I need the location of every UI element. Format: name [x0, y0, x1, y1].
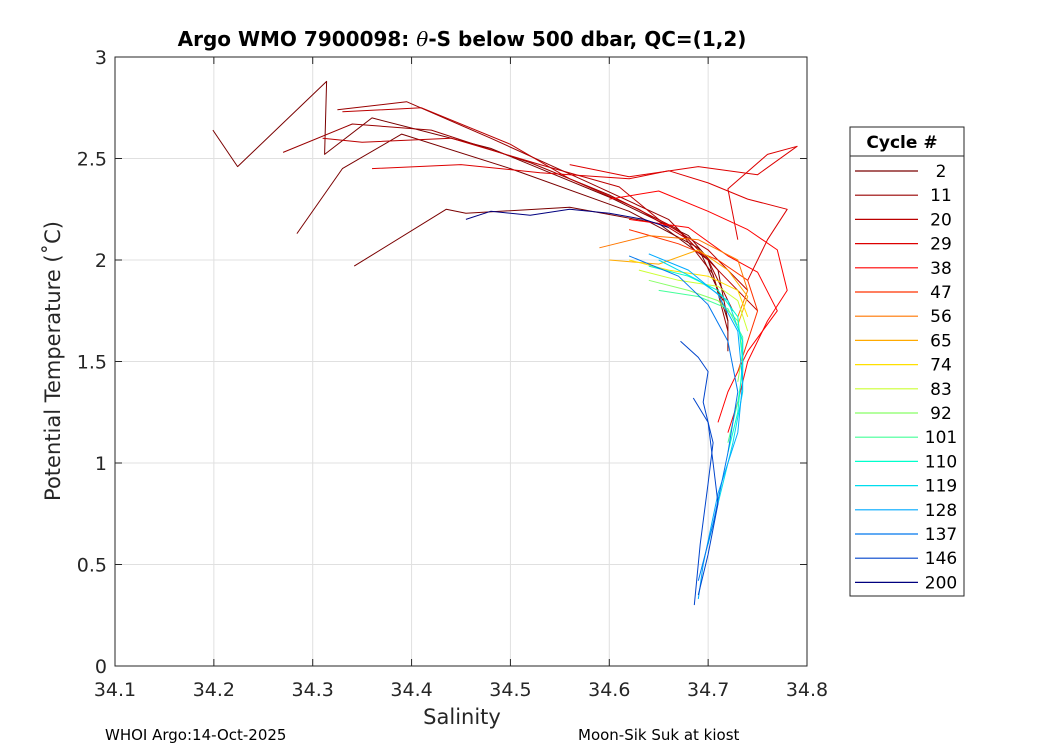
series-line-83	[638, 269, 749, 332]
legend-label: 65	[930, 331, 952, 351]
footer-left: WHOI Argo:14-Oct-2025	[105, 726, 286, 744]
footer-right: Moon-Sik Suk at kiost	[578, 726, 740, 744]
title-theta: θ	[416, 27, 428, 51]
y-tick-label: 0	[95, 656, 107, 678]
series-line-29b	[569, 145, 798, 240]
series-line-47	[628, 229, 759, 372]
axis-ticks	[114, 56, 808, 667]
x-tick-label: 34.8	[786, 679, 828, 701]
series-line-146b	[692, 397, 719, 596]
legend-entries: 2 11 20 29 38 47 56 65 74 83 92 101 110 119 128 137 146 2…	[855, 162, 957, 593]
x-tick-labels: 34.1 34.2 34.3 34.4 34.5 34.6 34.7 34.8	[94, 679, 828, 701]
legend-label: 146	[925, 549, 957, 569]
x-tick-label: 34.7	[687, 679, 729, 701]
legend-label: 83	[930, 380, 952, 400]
legend-label: 200	[925, 573, 957, 593]
series-line-29	[371, 164, 788, 281]
y-axis-label: Potential Temperature (˚C)	[41, 221, 65, 501]
legend-label: 137	[925, 525, 957, 545]
legend-label: 128	[925, 501, 957, 521]
series-line-128	[648, 253, 744, 600]
series-line-101	[658, 289, 744, 443]
x-tick-label: 34.5	[489, 679, 531, 701]
series-line-65	[609, 249, 749, 326]
series-group	[212, 80, 798, 606]
y-tick-label: 3	[95, 47, 107, 69]
chart-title: Argo WMO 7900098: θ-S below 500 dbar, QC…	[178, 27, 747, 51]
title-prefix: Argo WMO 7900098:	[178, 27, 417, 51]
series-line-137	[628, 255, 739, 581]
legend-label: 119	[925, 477, 957, 497]
legend-label: 38	[930, 259, 952, 279]
y-tick-label: 2	[95, 250, 107, 272]
series-line-20	[342, 107, 758, 312]
legend-label: 74	[930, 356, 952, 376]
x-tick-label: 34.4	[390, 679, 432, 701]
series-line-38b	[629, 218, 778, 423]
legend-label: 11	[930, 186, 952, 206]
series-line-119	[658, 259, 744, 545]
y-tick-label: 1.5	[77, 352, 107, 374]
series-line-2c	[296, 133, 724, 301]
title-suffix: -S below 500 dbar, QC=(1,2)	[428, 27, 746, 51]
legend: Cycle # 2 11 20 29 38 47 56 65 74 83 92 101 110 119 12…	[849, 126, 965, 597]
x-tick-label: 34.6	[588, 679, 630, 701]
legend-label: 92	[930, 404, 952, 424]
x-tick-label: 34.1	[94, 679, 136, 701]
legend-label: 101	[925, 428, 957, 448]
x-tick-label: 34.3	[292, 679, 334, 701]
legend-label: 2	[936, 162, 947, 182]
legend-label: 110	[925, 452, 957, 472]
legend-label: 56	[930, 307, 952, 327]
x-axis-label: Salinity	[423, 705, 501, 729]
legend-label: 20	[930, 210, 952, 230]
legend-label: 29	[930, 235, 952, 255]
legend-box	[849, 126, 965, 597]
x-tick-label: 34.2	[193, 679, 235, 701]
y-tick-label: 0.5	[77, 555, 107, 577]
series-line-110	[648, 265, 744, 453]
legend-label: 47	[930, 283, 952, 303]
y-tick-label: 1	[95, 453, 107, 475]
series-line-200	[465, 208, 669, 228]
y-tick-labels: 0 0.5 1 1.5 2 2.5 3	[77, 47, 107, 678]
y-tick-label: 2.5	[77, 149, 107, 171]
legend-title: Cycle #	[866, 133, 937, 153]
